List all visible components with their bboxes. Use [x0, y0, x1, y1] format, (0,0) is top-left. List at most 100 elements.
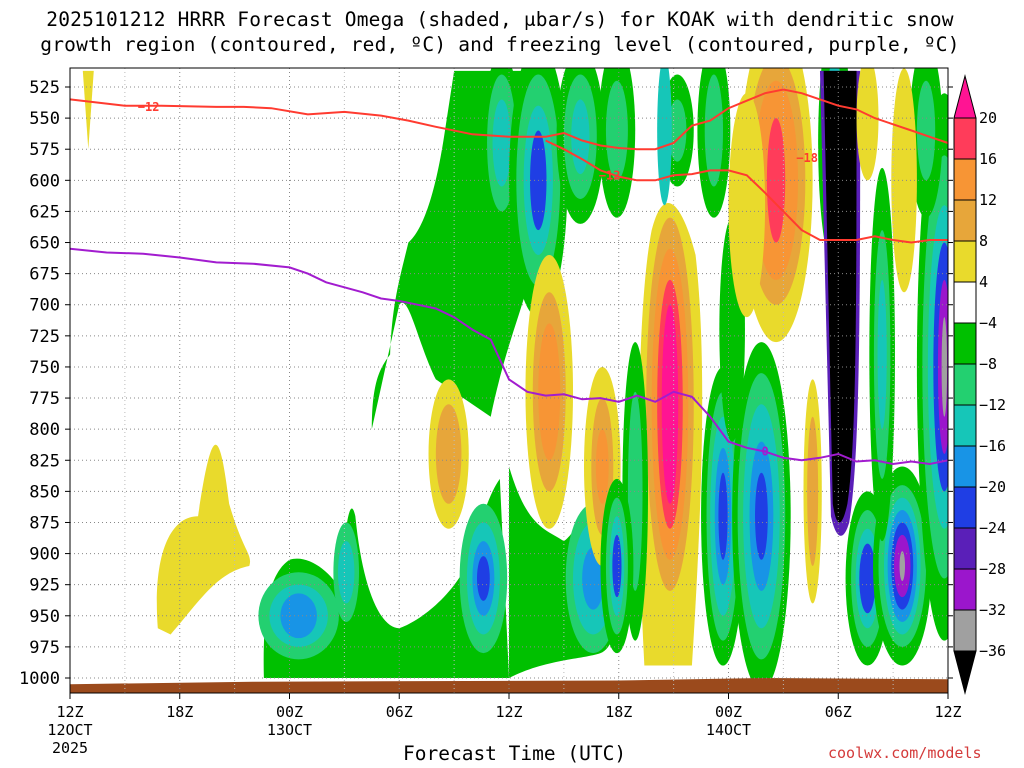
omega-region-weak-ascent [82, 70, 94, 150]
colorbar-label: 8 [979, 232, 988, 250]
colorbar-top-arrow [953, 74, 977, 119]
y-tick-label: 650 [29, 234, 60, 254]
x-tick-label: 18Z [605, 703, 632, 721]
axes: 525 550 575 600 625 650 675 700 725 750 775 800 825 8… [19, 67, 962, 757]
y-tick-label: 850 [29, 482, 60, 502]
colorbar-label: −36 [979, 642, 1006, 660]
omega-core-sinking [612, 534, 622, 598]
y-tick-label: 550 [29, 109, 60, 129]
dgz-contour-minus12 [545, 139, 948, 244]
omega-core-sinking [718, 472, 728, 560]
x-tick-label: 12Z [495, 703, 522, 721]
y-tick-label: 725 [29, 327, 60, 347]
omega-core-ascent [595, 429, 609, 504]
colorbar-bin [953, 322, 977, 365]
y-tick-label: 700 [29, 296, 60, 316]
colorbar-label: −24 [979, 519, 1006, 537]
colorbar-label: −28 [979, 560, 1006, 578]
omega-core-sinking [899, 551, 906, 581]
y-tick-label: 750 [29, 358, 60, 378]
contour-label: 0 [761, 445, 768, 459]
colorbar-label: −4 [979, 314, 997, 332]
omega-core-sinking [877, 279, 887, 430]
y-tick-label: 950 [29, 607, 60, 627]
omega-core-ascent [807, 416, 819, 567]
omega-core-ascent [661, 304, 679, 504]
y-tick-label: 600 [29, 171, 60, 191]
omega-core-sinking [492, 99, 511, 187]
x-tick-label: 18Z [166, 703, 193, 721]
terrain-ground [70, 678, 948, 693]
omega-core-ascent [891, 68, 917, 293]
colorbar-label: 20 [979, 109, 997, 127]
y-tick-label: 825 [29, 451, 60, 471]
colorbar-bin [953, 240, 977, 283]
chart-title-line-2: growth region (contoured, red, ºC) and f… [40, 33, 960, 56]
colorbar-bin [953, 568, 977, 611]
x-tick-label: 06Z [386, 703, 413, 721]
ground-surface [70, 678, 948, 693]
colorbar-bin [953, 445, 977, 488]
credit-link[interactable]: coolwx.com/models [828, 744, 982, 762]
y-tick-label: 975 [29, 638, 60, 658]
omega-core-sinking [337, 541, 355, 604]
y-tick-label: 675 [29, 265, 60, 285]
omega-core-sinking [476, 556, 490, 601]
colorbar-bottom-arrow [953, 650, 977, 695]
dgz-contour-minus18 [69, 88, 949, 151]
omega-core-sinking [704, 74, 724, 187]
colorbar-bin [953, 281, 977, 324]
y-tick-label: 1000 [19, 669, 60, 689]
x-tick-label: 12Z [934, 703, 961, 721]
x-axis-label: Forecast Time (UTC) [403, 742, 627, 765]
colorbar-label: 16 [979, 150, 997, 168]
contour-label: −12 [599, 168, 621, 182]
y-tick-label: 800 [29, 420, 60, 440]
freezing-level-contour [69, 247, 949, 466]
x-tick-date-label: 14OCT [706, 721, 751, 739]
y-tick-label: 775 [29, 389, 60, 409]
colorbar-label: 4 [979, 273, 988, 291]
x-tick-label: 06Z [825, 703, 852, 721]
y-tick-label: 900 [29, 545, 60, 565]
omega-core-ascent [435, 404, 462, 504]
colorbar-bin [953, 117, 977, 160]
omega-core-ascent [728, 93, 766, 318]
colorbar-bin [953, 199, 977, 242]
colorbar-bin [953, 609, 977, 652]
omega-core-sinking [668, 99, 687, 162]
omega-core-ascent [766, 118, 786, 243]
contour-label: −18 [796, 151, 818, 165]
y-tick-label: 875 [29, 513, 60, 533]
colorbar-bin [953, 527, 977, 570]
x-tick-label: 00Z [276, 703, 303, 721]
omega-core-strong-sinking [823, 70, 857, 523]
contour-lines: −12 −12 −18 0 [69, 88, 949, 466]
contour-label: −12 [138, 100, 160, 114]
colorbar-label: −12 [979, 396, 1006, 414]
colorbar-bin [953, 158, 977, 201]
colorbar-bin [953, 486, 977, 529]
y-tick-label: 575 [29, 140, 60, 160]
omega-core-sinking [755, 472, 768, 560]
x-tick-label: 00Z [715, 703, 742, 721]
x-tick-date-label: 12OCT [47, 721, 92, 739]
x-tick-date-label: 13OCT [267, 721, 312, 739]
y-tick-label: 525 [29, 78, 60, 98]
omega-region-weak-ascent [156, 444, 251, 635]
omega-core-sinking [657, 68, 672, 206]
colorbar-label: 12 [979, 191, 997, 209]
colorbar-label: −8 [979, 355, 997, 373]
x-tick-label: 12Z [56, 703, 83, 721]
omega-core-sinking [941, 317, 948, 417]
colorbar-bin [953, 363, 977, 406]
omega-core-ascent [538, 323, 561, 461]
omega-shaded-field [82, 68, 948, 691]
colorbar-label: −16 [979, 437, 1006, 455]
omega-core-sinking [916, 80, 936, 181]
omega-core-sinking [859, 543, 876, 614]
omega-core-sinking [605, 80, 628, 181]
colorbar-label: −20 [979, 478, 1006, 496]
y-tick-label: 625 [29, 202, 60, 222]
